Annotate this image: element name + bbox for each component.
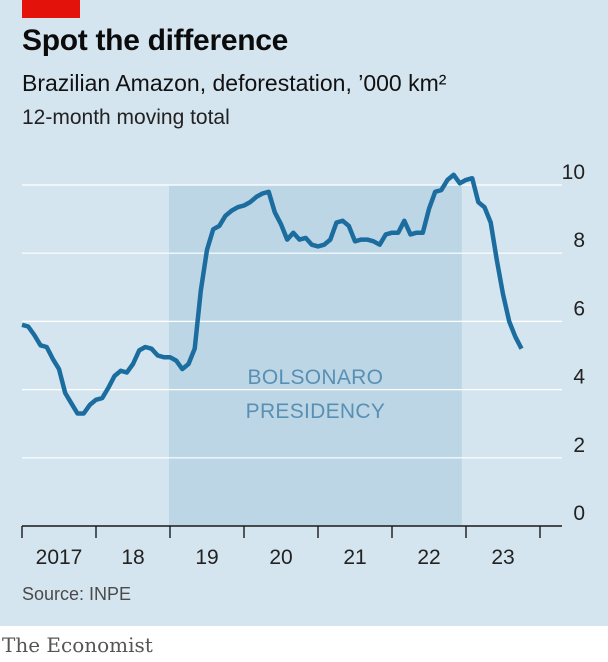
y-tick-label: 6 bbox=[573, 297, 585, 320]
y-tick-label: 10 bbox=[562, 161, 585, 184]
line-chart: 0 2 4 6 8 10 2017 18 19 20 21 22 23 BOLSONARO PRESID… bbox=[21, 161, 585, 569]
x-tick-label: 20 bbox=[269, 546, 292, 569]
shade-label-line: BOLSONARO bbox=[248, 366, 384, 389]
brand-red-tag bbox=[22, 0, 80, 18]
y-tick-label: 2 bbox=[573, 434, 585, 457]
bolsonaro-presidency-shade bbox=[169, 185, 462, 526]
deforestation-series-line bbox=[21, 172, 524, 416]
x-tick-label: 21 bbox=[343, 546, 366, 569]
x-tick-label: 22 bbox=[417, 546, 440, 569]
y-tick-label: 8 bbox=[573, 229, 585, 252]
x-tick-label: 2017 bbox=[36, 546, 83, 569]
chart-subtitle: Brazilian Amazon, deforestation, ’000 km… bbox=[22, 70, 447, 96]
shade-label-line: PRESIDENCY bbox=[246, 400, 386, 423]
x-tick-label: 19 bbox=[195, 546, 218, 569]
x-tick-label: 23 bbox=[491, 546, 514, 569]
x-tick-label: 18 bbox=[121, 546, 144, 569]
source-note: Source: INPE bbox=[22, 584, 132, 604]
chart-note: 12-month moving total bbox=[22, 106, 230, 129]
publisher-brand: The Economist bbox=[2, 633, 153, 657]
y-tick-label: 4 bbox=[573, 366, 585, 389]
y-tick-label: 0 bbox=[573, 502, 585, 525]
chart-title: Spot the difference bbox=[22, 24, 288, 57]
